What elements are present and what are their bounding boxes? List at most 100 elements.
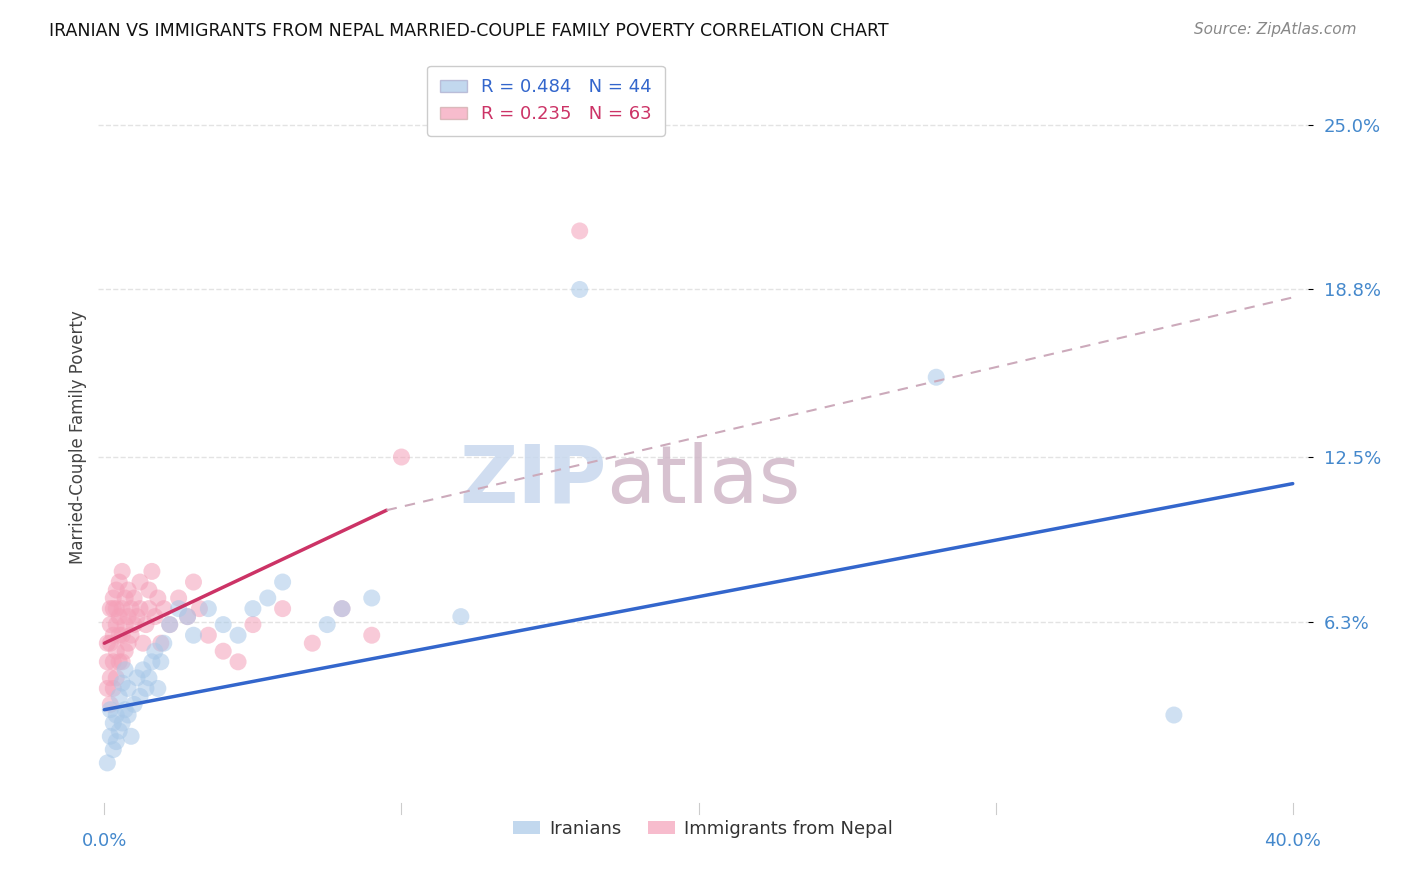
Point bbox=[330, 601, 353, 615]
Point bbox=[271, 601, 294, 615]
Point bbox=[242, 601, 264, 615]
Point bbox=[98, 698, 121, 712]
Text: atlas: atlas bbox=[606, 442, 800, 520]
Point bbox=[149, 636, 172, 650]
Point bbox=[143, 644, 166, 658]
Point bbox=[330, 601, 353, 615]
Point bbox=[105, 671, 128, 685]
Point bbox=[138, 601, 160, 615]
Point bbox=[159, 617, 181, 632]
Point bbox=[135, 681, 157, 696]
Point bbox=[212, 644, 235, 658]
Point bbox=[391, 450, 413, 464]
Text: Source: ZipAtlas.com: Source: ZipAtlas.com bbox=[1194, 22, 1357, 37]
Point bbox=[98, 703, 121, 717]
Point bbox=[568, 283, 591, 297]
Point bbox=[98, 601, 121, 615]
Text: ZIP: ZIP bbox=[458, 442, 606, 520]
Point bbox=[105, 734, 128, 748]
Point bbox=[103, 716, 125, 731]
Point bbox=[105, 617, 128, 632]
Point bbox=[111, 716, 134, 731]
Point bbox=[568, 224, 591, 238]
Point bbox=[129, 690, 152, 704]
Point bbox=[108, 575, 131, 590]
Point bbox=[114, 644, 136, 658]
Point bbox=[450, 609, 472, 624]
Point bbox=[226, 628, 249, 642]
Point bbox=[152, 601, 174, 615]
Point bbox=[114, 663, 136, 677]
Point bbox=[167, 601, 190, 615]
Point bbox=[167, 591, 190, 605]
Point bbox=[117, 636, 139, 650]
Point bbox=[114, 617, 136, 632]
Point bbox=[105, 582, 128, 597]
Point bbox=[117, 609, 139, 624]
Point bbox=[105, 601, 128, 615]
Point bbox=[360, 591, 382, 605]
Point bbox=[108, 609, 131, 624]
Point bbox=[120, 628, 142, 642]
Text: 40.0%: 40.0% bbox=[1264, 832, 1322, 850]
Point bbox=[125, 609, 148, 624]
Point bbox=[138, 671, 160, 685]
Point bbox=[138, 582, 160, 597]
Point bbox=[242, 617, 264, 632]
Point bbox=[103, 601, 125, 615]
Point bbox=[925, 370, 948, 384]
Point bbox=[111, 676, 134, 690]
Point bbox=[108, 690, 131, 704]
Point bbox=[301, 636, 323, 650]
Point bbox=[183, 628, 205, 642]
Point bbox=[271, 575, 294, 590]
Point bbox=[98, 671, 121, 685]
Point bbox=[103, 628, 125, 642]
Point bbox=[108, 628, 131, 642]
Point bbox=[117, 681, 139, 696]
Point bbox=[143, 609, 166, 624]
Point bbox=[105, 708, 128, 723]
Point bbox=[114, 703, 136, 717]
Point bbox=[360, 628, 382, 642]
Point bbox=[176, 609, 198, 624]
Y-axis label: Married-Couple Family Poverty: Married-Couple Family Poverty bbox=[69, 310, 87, 564]
Point bbox=[111, 655, 134, 669]
Text: 0.0%: 0.0% bbox=[82, 832, 127, 850]
Legend: Iranians, Immigrants from Nepal: Iranians, Immigrants from Nepal bbox=[506, 813, 900, 845]
Point bbox=[183, 575, 205, 590]
Point bbox=[103, 591, 125, 605]
Point bbox=[212, 617, 235, 632]
Point bbox=[111, 601, 134, 615]
Point bbox=[132, 636, 155, 650]
Point bbox=[103, 655, 125, 669]
Point bbox=[146, 681, 169, 696]
Point bbox=[146, 591, 169, 605]
Point bbox=[226, 655, 249, 669]
Point bbox=[98, 729, 121, 743]
Point bbox=[135, 617, 157, 632]
Point bbox=[152, 636, 174, 650]
Point bbox=[129, 575, 152, 590]
Point bbox=[149, 655, 172, 669]
Point bbox=[103, 681, 125, 696]
Point bbox=[132, 663, 155, 677]
Point bbox=[122, 617, 145, 632]
Point bbox=[197, 628, 219, 642]
Text: IRANIAN VS IMMIGRANTS FROM NEPAL MARRIED-COUPLE FAMILY POVERTY CORRELATION CHART: IRANIAN VS IMMIGRANTS FROM NEPAL MARRIED… bbox=[49, 22, 889, 40]
Point bbox=[316, 617, 339, 632]
Point bbox=[1163, 708, 1185, 723]
Point bbox=[141, 565, 163, 579]
Point bbox=[188, 601, 211, 615]
Point bbox=[98, 636, 121, 650]
Point bbox=[256, 591, 278, 605]
Point bbox=[176, 609, 198, 624]
Point bbox=[96, 756, 118, 770]
Point bbox=[129, 601, 152, 615]
Point bbox=[141, 655, 163, 669]
Point bbox=[96, 681, 118, 696]
Point bbox=[111, 565, 134, 579]
Point bbox=[117, 708, 139, 723]
Point bbox=[98, 617, 121, 632]
Point bbox=[96, 636, 118, 650]
